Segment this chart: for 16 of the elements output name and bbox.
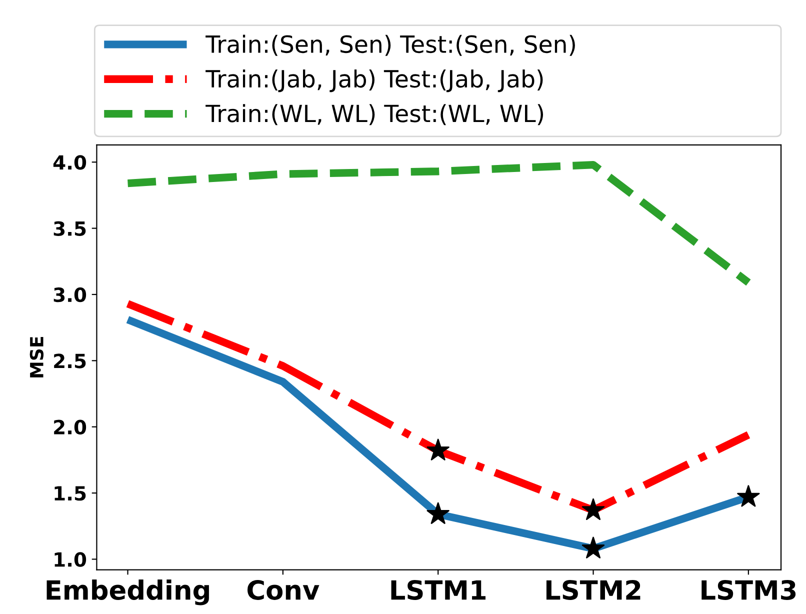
- x-tick-label: LSTM3: [702, 580, 796, 600]
- legend-label: Train:(Sen, Sen) Test:(Sen, Sen): [206, 34, 575, 56]
- x-tick-label: LSTM2: [546, 580, 640, 600]
- y-tick-label: 2.5: [54, 354, 86, 368]
- y-tick-label: 1.5: [54, 486, 86, 501]
- x-tick-label: Conv: [247, 580, 320, 600]
- y-tick-label: 2.0: [54, 420, 86, 435]
- y-axis-title: MSE: [30, 337, 44, 378]
- x-tick-label: Embedding: [46, 580, 209, 606]
- y-tick-label: 3.0: [54, 287, 86, 302]
- y-tick-label: 4.0: [53, 155, 86, 170]
- y-tick-label: 3.5: [54, 221, 86, 236]
- y-tick-label: 1.0: [54, 552, 86, 567]
- legend-label: Train:(WL, WL) Test:(WL, WL): [206, 104, 544, 126]
- legend-label: Train:(Jab, Jab) Test:(Jab, Jab): [206, 69, 543, 92]
- x-tick-label: LSTM1: [391, 580, 486, 600]
